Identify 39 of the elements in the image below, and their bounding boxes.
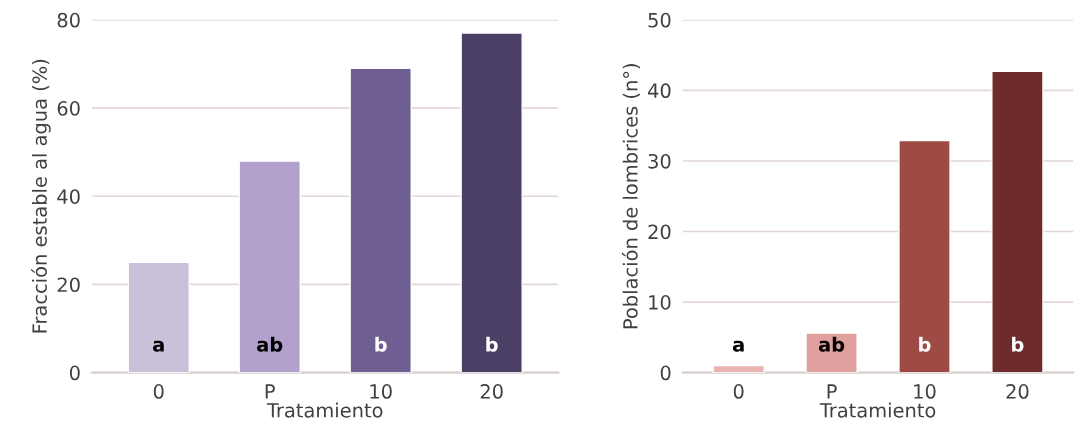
y-tick-label: 20	[648, 224, 671, 240]
y-tick-label: 40	[57, 189, 80, 204]
data-label: b	[919, 336, 931, 352]
bar	[712, 364, 765, 373]
x-axis-title: Tratamiento	[266, 402, 383, 418]
y-tick-label: 20	[57, 277, 80, 293]
y-tick-label: 0	[69, 365, 80, 381]
bar	[898, 139, 951, 373]
y-tick-label: 30	[648, 153, 671, 169]
data-label: a	[732, 340, 744, 352]
y-tick-label: 80	[57, 12, 80, 28]
x-tick-label: 10	[914, 384, 936, 399]
data-label: a	[153, 340, 164, 352]
y-tick-label: 60	[57, 101, 80, 116]
data-label: b	[486, 336, 498, 352]
data-label: b	[375, 336, 387, 352]
x-tick-label: P	[265, 384, 275, 399]
data-label: b	[1012, 336, 1024, 352]
y-tick-label: 10	[649, 295, 671, 310]
bar	[127, 261, 190, 373]
data-label: ab	[818, 336, 845, 352]
bar	[991, 70, 1044, 373]
x-axis-title: Tratamiento	[819, 402, 936, 418]
x-tick-label: P	[827, 384, 837, 399]
bar	[460, 32, 523, 373]
bar	[349, 67, 412, 373]
y-tick-label: 50	[648, 12, 671, 28]
bar	[238, 160, 301, 373]
x-tick-label: 20	[1006, 384, 1029, 399]
x-tick-label: 0	[153, 384, 164, 399]
data-label: ab	[257, 336, 283, 352]
bar	[805, 332, 858, 373]
x-tick-label: 10	[370, 384, 392, 399]
y-axis-title: Fracción estable al agua (%)	[31, 59, 51, 333]
y-axis-title: Población de lombrices (n°)	[621, 64, 641, 329]
x-tick-label: 0	[733, 384, 744, 399]
y-tick-label: 0	[660, 365, 671, 381]
y-tick-label: 40	[648, 83, 671, 99]
x-tick-label: 20	[480, 384, 503, 399]
